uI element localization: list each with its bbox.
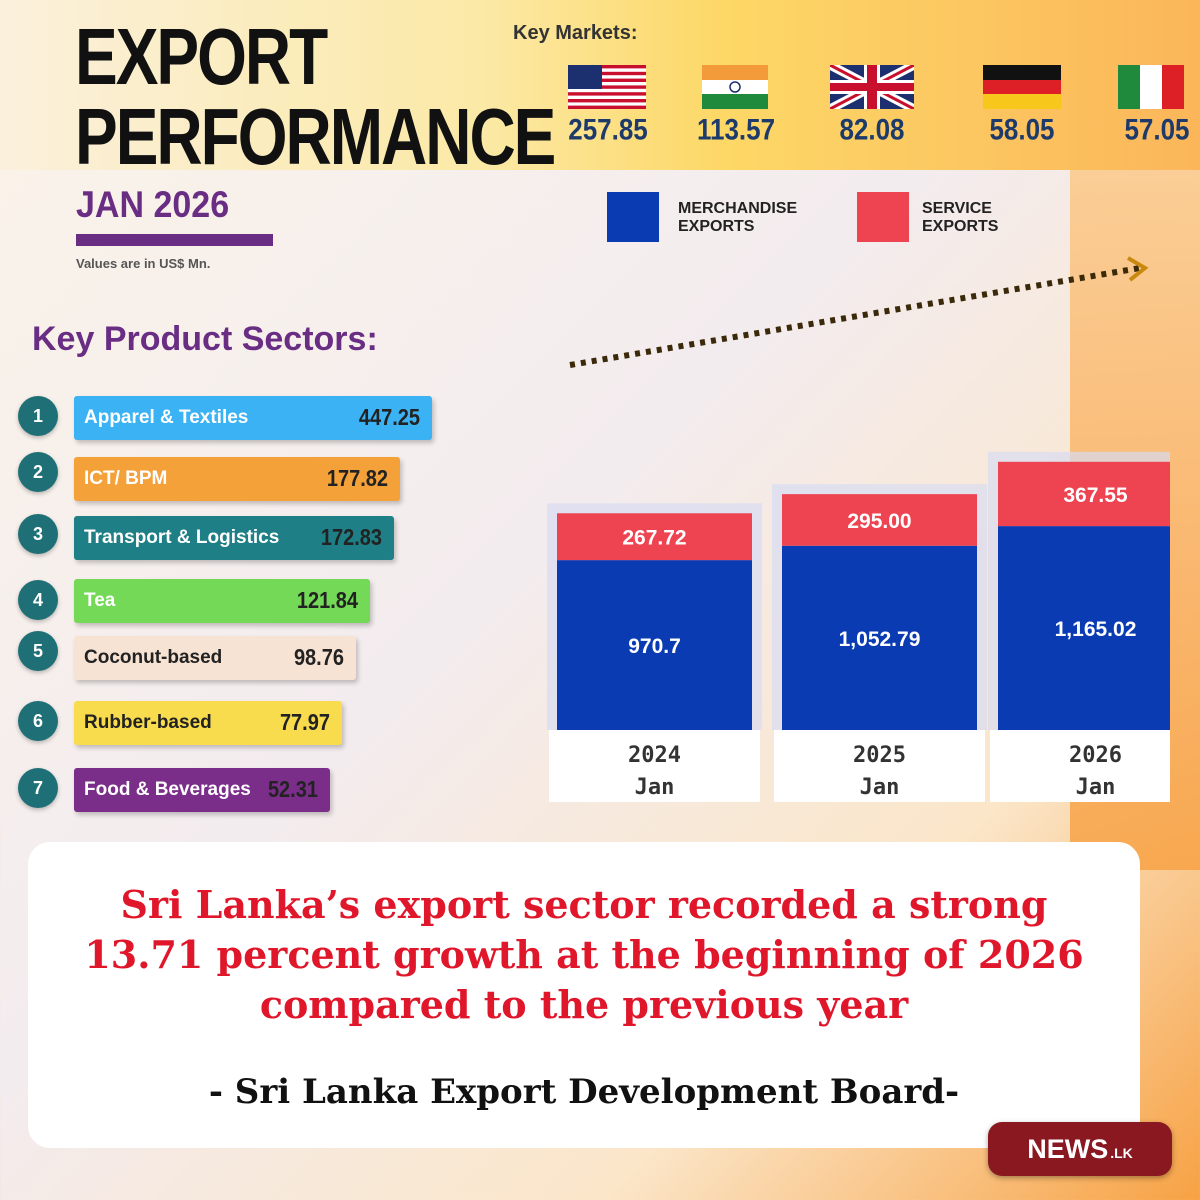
caption-line3: compared to the previous year: [259, 982, 909, 1027]
usa-flag-icon: [568, 65, 646, 109]
trend-arrowhead-icon: [1126, 256, 1149, 282]
category-year-label: 2024: [628, 743, 681, 768]
category-year-label: 2025: [853, 743, 906, 768]
trend-arrow-icon: [569, 265, 1141, 368]
data-label-merchandise: 1,165.02: [1055, 618, 1137, 641]
category-month-label: Jan: [635, 775, 675, 800]
export-chart: 970.7 267.72 2024 Jan 1,052.79 295.00 2025 Jan 1…: [547, 256, 1170, 802]
sector-value: 52.31: [267, 776, 318, 803]
caption-line1: Sri Lanka’s export sector recorded a str…: [120, 882, 1048, 927]
period-underline: [76, 234, 273, 246]
data-label-service: 295.00: [847, 510, 911, 533]
logo-sub-text: .LK: [1110, 1145, 1133, 1161]
sector-rank-badge: 5: [18, 631, 58, 671]
data-label-service: 367.55: [1063, 484, 1128, 507]
bar-service: [557, 513, 752, 561]
sector-rank-badge: 2: [18, 452, 58, 492]
italy-flag-icon: [1118, 65, 1184, 109]
category-box: [549, 730, 760, 802]
caption-line2: 13.71 percent growth at the beginning of…: [84, 932, 1084, 977]
sector-bar: Food & Beverages 52.31: [74, 768, 330, 812]
market-value-italy: 57.05: [1124, 111, 1190, 147]
news-lk-logo[interactable]: NEWS .LK: [988, 1122, 1172, 1176]
market-value-uk: 82.08: [839, 111, 905, 147]
bar-service: [998, 461, 1170, 527]
page-title-line2: PERFORMANCE: [75, 91, 556, 182]
germany-flag-icon: [983, 65, 1061, 109]
data-label-merchandise: 1,052.79: [839, 628, 921, 651]
india-flag-icon: [702, 65, 768, 109]
sector-value: 98.76: [293, 644, 344, 671]
market-value-usa: 257.85: [568, 111, 648, 147]
category-month-label: Jan: [860, 775, 900, 800]
key-markets-label: Key Markets:: [513, 22, 638, 44]
category-month-label: Jan: [1076, 775, 1116, 800]
sector-value: 77.97: [279, 709, 330, 736]
page-title-line1: EXPORT: [75, 11, 328, 102]
sector-value: 121.84: [296, 587, 358, 614]
market-value-germany: 58.05: [989, 111, 1055, 147]
category-year-label: 2026: [1069, 743, 1122, 768]
bar-service: [782, 494, 977, 546]
sector-value: 172.83: [320, 524, 382, 551]
legend-swatch-merchandise: [607, 192, 659, 242]
sector-rank-badge: 7: [18, 768, 58, 808]
sector-label: ICT/ BPM: [84, 468, 168, 489]
legend-swatch-service: [857, 192, 909, 242]
sector-label: Transport & Logistics: [84, 527, 280, 548]
sectors-title: Key Product Sectors:: [32, 320, 378, 358]
data-label-service: 267.72: [622, 527, 686, 550]
units-note: Values are in US$ Mn.: [76, 256, 211, 271]
sector-rank-badge: 3: [18, 514, 58, 554]
sector-bar: Apparel & Textiles 447.25: [74, 396, 432, 440]
sector-rank-badge: 4: [18, 580, 58, 620]
legend-label-merchandise: MERCHANDISE EXPORTS: [678, 200, 798, 235]
bar-merchandise: [998, 526, 1170, 730]
sector-label: Tea: [84, 590, 116, 611]
legend-label-service: SERVICE EXPORTS: [922, 200, 999, 235]
category-box: [774, 730, 985, 802]
caption-source: - Sri Lanka Export Development Board-: [208, 1072, 960, 1112]
sector-label: Apparel & Textiles: [84, 407, 249, 428]
sector-label: Coconut-based: [84, 647, 223, 668]
period-label: JAN 2026: [76, 184, 230, 226]
caption-card: Sri Lanka’s export sector recorded a str…: [28, 842, 1140, 1148]
sector-label: Food & Beverages: [84, 779, 251, 800]
uk-flag-icon: [830, 65, 914, 109]
sector-value: 447.25: [358, 404, 420, 431]
market-value-india: 113.57: [696, 111, 776, 147]
sector-bar: Rubber-based 77.97: [74, 701, 342, 745]
sector-label: Rubber-based: [84, 712, 212, 733]
logo-main-text: NEWS: [1027, 1133, 1109, 1164]
data-label-merchandise: 970.7: [628, 635, 681, 658]
category-box: [990, 730, 1170, 802]
sector-value: 177.82: [326, 465, 388, 492]
sector-bar: ICT/ BPM 177.82: [74, 457, 400, 501]
sector-rank-badge: 1: [18, 396, 58, 436]
sector-bar: Tea 121.84: [74, 579, 370, 623]
sector-bar: Transport & Logistics 172.83: [74, 516, 394, 560]
bar-merchandise: [557, 560, 752, 730]
bar-merchandise: [782, 545, 977, 730]
sector-bar: Coconut-based 98.76: [74, 636, 356, 680]
sector-rank-badge: 6: [18, 701, 58, 741]
